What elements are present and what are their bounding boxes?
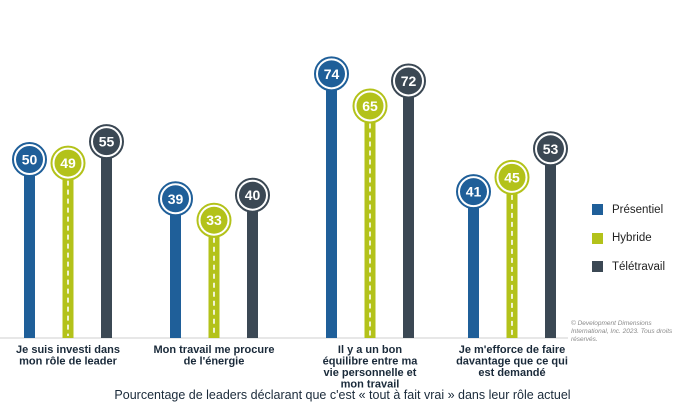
marker-teletravail-4 (537, 135, 564, 163)
legend-item-teletravail: Télétravail (592, 259, 665, 274)
legend-item-hybride: Hybride (592, 231, 665, 246)
legend-label-presentiel: Présentiel (612, 203, 664, 216)
marker-hybride-1 (54, 149, 82, 177)
data-label-hybride-3: 65 (362, 98, 378, 114)
data-label-presentiel-4: 41 (466, 184, 482, 200)
category-label-1-line-2: mon rôle de leader (19, 356, 118, 368)
marker-hybride-4 (498, 163, 526, 191)
legend: Présentiel Hybride Télétravail (592, 202, 665, 288)
category-label-4-line-1: Je m'efforce de faire (459, 344, 566, 356)
category-label-3-line-1: Il y a un bon (338, 344, 402, 356)
data-label-teletravail-3: 72 (401, 73, 417, 89)
bar-teletravail-1 (101, 141, 112, 338)
category-label-3-line-2: équilibre entre ma (323, 356, 419, 368)
marker-hybride-3 (356, 92, 384, 120)
marker-presentiel-2 (162, 185, 189, 213)
legend-label-hybride: Hybride (612, 232, 652, 244)
category-label-4-line-3: est demandé (478, 367, 545, 379)
category-label-2-line-2: de l'énergie (184, 356, 245, 368)
marker-teletravail-1 (93, 128, 120, 156)
marker-presentiel-1 (16, 146, 43, 173)
legend-item-presentiel: Présentiel (592, 202, 665, 217)
marker-hybride-2 (200, 206, 228, 234)
data-label-teletravail-2: 40 (245, 187, 261, 203)
chart-caption: Pourcentage de leaders déclarant que c'e… (114, 388, 571, 402)
marker-presentiel-3 (318, 60, 345, 88)
data-label-hybride-4: 45 (504, 169, 520, 185)
data-label-hybride-1: 49 (60, 155, 76, 171)
data-label-presentiel-2: 39 (168, 191, 184, 207)
marker-teletravail-2 (239, 181, 266, 209)
legend-label-teletravail: Télétravail (612, 260, 666, 273)
category-label-4-line-2: davantage que ce qui (456, 356, 568, 368)
data-label-presentiel-3: 74 (324, 66, 340, 82)
bar-teletravail-4 (545, 148, 556, 338)
bar-teletravail-2 (247, 195, 258, 338)
category-label-1-line-1: Je suis investi dans (16, 344, 120, 356)
marker-presentiel-4 (460, 178, 487, 206)
legend-swatch-hybride (592, 232, 603, 244)
bar-hybride-1 (62, 163, 74, 338)
marker-teletravail-3 (395, 67, 422, 95)
data-label-teletravail-4: 53 (543, 141, 559, 157)
category-label-3-line-3: vie personnelle et (324, 367, 417, 379)
bar-hybride-2 (208, 220, 220, 338)
bar-presentiel-1 (24, 159, 35, 338)
bar-presentiel-2 (170, 198, 181, 338)
bar-hybride-4 (506, 177, 518, 338)
legend-swatch-presentiel (592, 204, 603, 215)
bar-hybride-3 (364, 105, 376, 338)
bar-presentiel-4 (468, 191, 479, 338)
category-label-2-line-1: Mon travail me procure (153, 344, 274, 356)
bar-presentiel-3 (326, 73, 337, 338)
copyright-notice: © Development Dimensions International, … (571, 320, 673, 343)
data-label-teletravail-1: 55 (99, 134, 115, 150)
category-label-3-line-4: mon travail (341, 379, 400, 391)
legend-swatch-teletravail (592, 261, 603, 272)
data-label-presentiel-1: 50 (22, 152, 38, 168)
bar-teletravail-3 (403, 80, 414, 339)
data-label-hybride-2: 33 (206, 212, 222, 228)
